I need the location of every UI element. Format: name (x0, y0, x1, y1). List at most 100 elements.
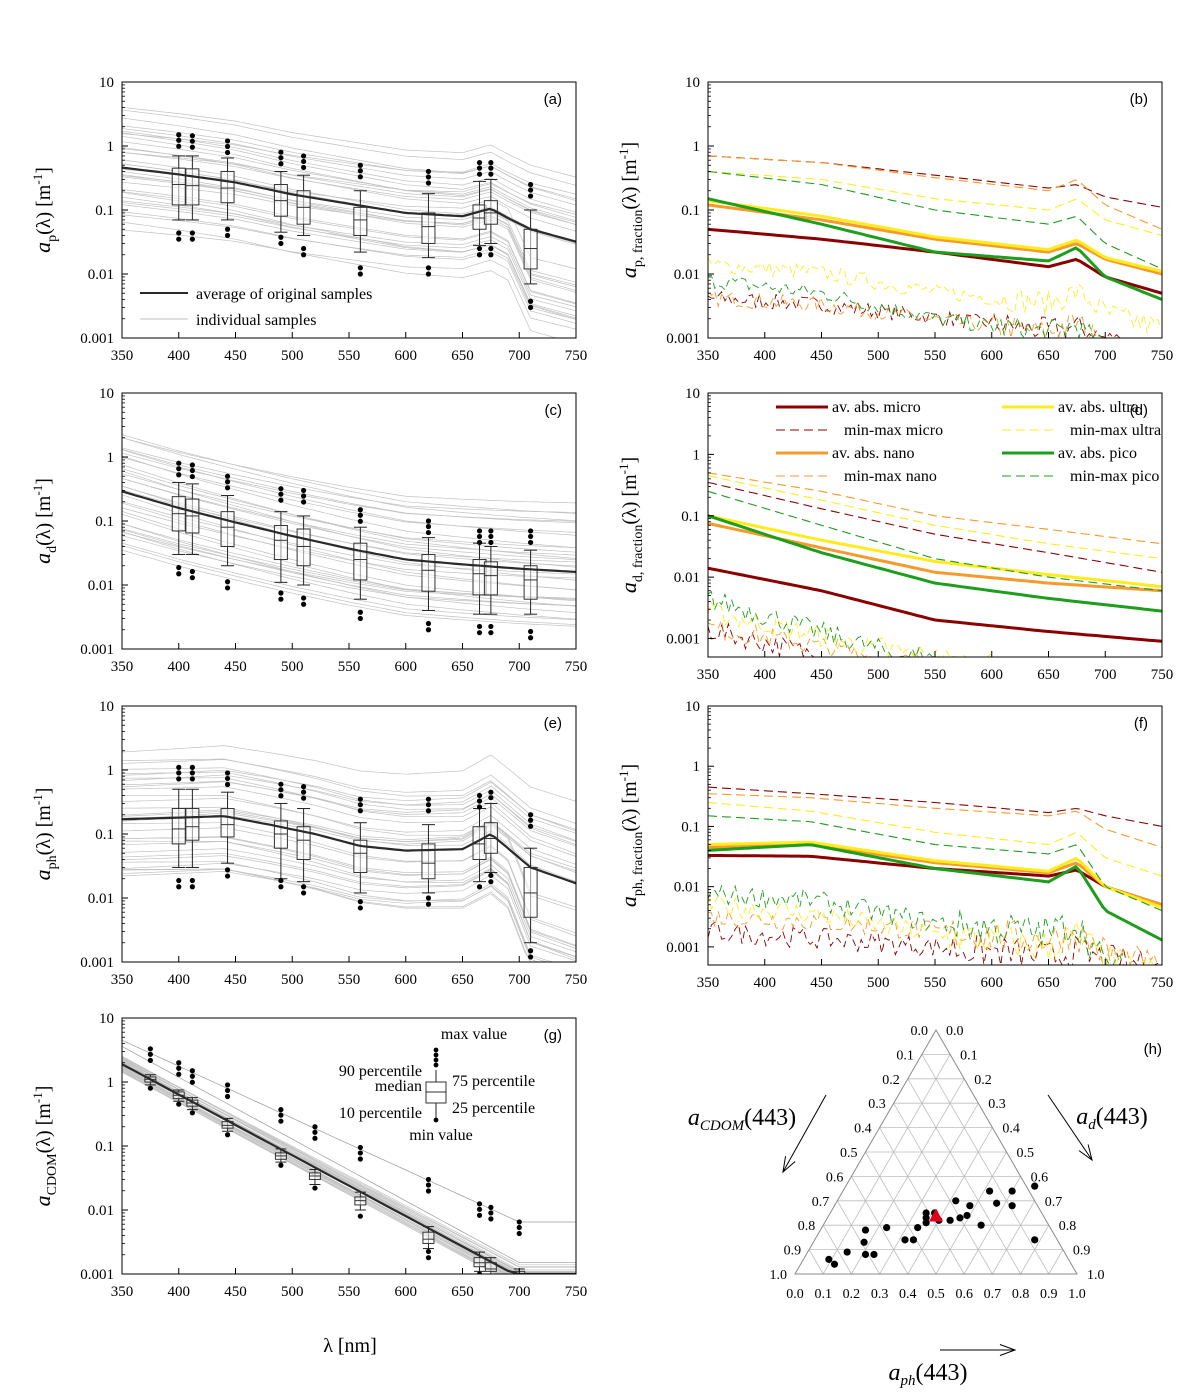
outlier-point (476, 533, 483, 540)
boxplot-560 (353, 162, 368, 277)
x-tick-label: 750 (565, 972, 588, 988)
plot-area-d (708, 472, 1162, 657)
axes-frame (121, 1017, 577, 1275)
x-tick-label: 700 (508, 972, 531, 988)
outlier-point (189, 568, 195, 575)
outlier-point (224, 1093, 231, 1100)
ternary-axis-label: ad(443) (1076, 1104, 1147, 1133)
x-tick-label: 650 (1037, 975, 1060, 991)
outlier-point (357, 1156, 363, 1162)
boxplot-665 (472, 528, 487, 636)
outlier-point (176, 884, 182, 890)
outlier-point (189, 1079, 195, 1085)
panel-f: 350 400 450 500 550 600 650 700 750 0.001 0.01 0.1 1… (616, 699, 1173, 991)
outlier-point (189, 138, 195, 144)
x-tick-label: 550 (338, 972, 361, 988)
sample-line (122, 449, 576, 536)
x-tick-label: 450 (810, 667, 833, 683)
outlier-point (357, 808, 363, 814)
ternary-grid (851, 1176, 909, 1275)
outlier-point (278, 240, 284, 247)
outlier-point (476, 630, 483, 636)
ternary-point (993, 1199, 1001, 1207)
outlier-point (528, 628, 534, 635)
sample-line (122, 855, 576, 958)
series-ultra-min (708, 257, 1162, 334)
x-tick-label: 600 (395, 348, 418, 364)
sample-line (122, 202, 576, 312)
outlier-point (224, 781, 231, 788)
outlier-point (425, 1188, 432, 1194)
sample-line (122, 841, 576, 947)
y-tick-label: 0.1 (681, 203, 700, 219)
outlier-point (425, 1248, 432, 1255)
y-tick-label: 0.1 (95, 1139, 114, 1155)
boxplot-412 (185, 462, 200, 581)
sample-line (122, 1056, 576, 1266)
ternary-grid (879, 1102, 979, 1275)
right-tick-label: 0.9 (1073, 1244, 1091, 1259)
x-tick-label: 700 (508, 348, 531, 364)
left-tick-label: 0.7 (812, 1195, 830, 1210)
outlier-point (224, 1132, 231, 1138)
outlier-point (224, 585, 231, 591)
sample-line-high (122, 1039, 576, 1223)
box (220, 511, 235, 547)
outlier-point (176, 776, 182, 782)
y-tick-label: 0.01 (88, 891, 114, 907)
right-tick-label: 0.2 (974, 1073, 992, 1088)
sample-line (122, 229, 576, 330)
plot-area-a (122, 107, 576, 338)
outlier-point (301, 245, 307, 252)
outlier-point (224, 232, 231, 239)
sample-line (122, 786, 576, 857)
outlier-point (425, 518, 432, 524)
x-tick-label: 450 (810, 348, 833, 364)
plot-area-e (122, 745, 576, 962)
outlier-point (488, 872, 494, 879)
outlier-point (528, 539, 534, 546)
key-outlier (433, 1052, 439, 1058)
sample-line (122, 836, 576, 946)
series-micro-max (708, 481, 1162, 573)
ternary-point (1031, 1236, 1039, 1244)
series-pico-max (708, 490, 1162, 592)
y-tick-label: 0.1 (681, 509, 700, 525)
left-tick-label: 0.9 (784, 1244, 802, 1259)
outlier-point (301, 158, 307, 165)
left-tick-label: 0.0 (911, 1024, 929, 1039)
outlier-point (425, 1182, 432, 1188)
y-tick-label: 0.001 (666, 632, 700, 648)
outlier-point (147, 1057, 153, 1063)
sample-line (122, 549, 576, 627)
x-tick-label: 350 (697, 667, 720, 683)
key-median-label: median (375, 1078, 422, 1095)
ternary-point (861, 1226, 870, 1234)
boxplot-675 (483, 160, 498, 258)
sample-line (122, 117, 576, 201)
box (483, 561, 498, 596)
left-tick-label: 0.8 (798, 1219, 816, 1234)
x-tick-label: 400 (168, 348, 191, 364)
x-tick-label: 550 (338, 659, 361, 675)
outlier-point (528, 823, 534, 829)
y-axis-label: aCDOM(λ) [m-1] (30, 1086, 60, 1207)
legend-label-nano-solid: av. abs. nano (832, 445, 915, 462)
x-tick-label: 350 (111, 659, 134, 675)
outlier-point (488, 539, 494, 546)
y-tick-label: 10 (99, 75, 114, 91)
left-tick-label: 0.4 (854, 1122, 872, 1137)
sample-line (122, 470, 576, 568)
outlier-point (425, 1176, 432, 1183)
outlier-point (488, 252, 494, 258)
outlier-point (528, 528, 534, 534)
boxplot-400 (171, 132, 186, 242)
key-outlier (433, 1047, 439, 1053)
outlier-point (476, 160, 483, 166)
y-tick-label: 0.1 (681, 819, 700, 835)
outlier-point (488, 1210, 494, 1216)
panel-e: 350 400 450 500 550 600 650 700 750 0.001 0.01 0.1 1… (30, 699, 587, 988)
x-tick-label: 350 (111, 972, 134, 988)
outlier-point (278, 1107, 284, 1113)
